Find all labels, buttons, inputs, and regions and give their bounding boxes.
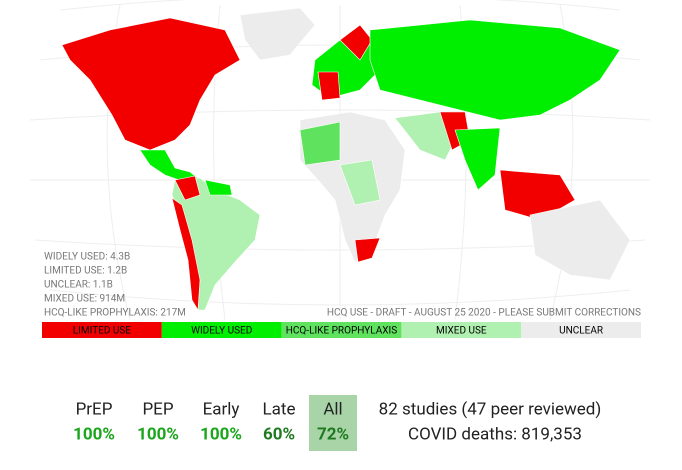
column-value: 72%	[317, 424, 349, 444]
legend-swatch	[521, 322, 641, 338]
column-value: 60%	[263, 424, 295, 444]
stat-line: MIXED USE: 914M	[44, 294, 125, 305]
stat-line: HCQ-LIKE PROPHYLAXIS: 217M	[44, 308, 186, 319]
legend-swatch	[401, 322, 522, 338]
legend-swatch	[42, 322, 162, 338]
stat-line: LIMITED USE: 1.2B	[44, 266, 127, 277]
column-label: Early	[203, 399, 240, 419]
legend-swatch	[161, 322, 282, 338]
legend-label: WIDELY USED	[191, 326, 252, 337]
column-label: PrEP	[76, 399, 113, 419]
covid-deaths: COVID deaths: 819,353	[408, 424, 582, 444]
legend-label: HCQ-LIKE PROPHYLAXIS	[286, 326, 397, 337]
legend-label: UNCLEAR	[559, 326, 603, 337]
column-value: 100%	[137, 424, 179, 444]
legend-label: MIXED USE	[436, 326, 487, 337]
stat-line: UNCLEAR: 1.1B	[44, 280, 113, 291]
summary: PrEP 100% PEP 100% Early 100% Late 60% All 72%	[73, 399, 349, 444]
column-label: PEP	[142, 399, 173, 419]
map-caption: HCQ USE - DRAFT - AUGUST 25 2020 - PLEAS…	[327, 308, 641, 319]
selected-column-highlight	[309, 395, 357, 451]
column-label: All	[323, 399, 342, 419]
legend-swatch	[281, 322, 402, 338]
column-label: Late	[263, 399, 296, 419]
countries	[61, 7, 631, 311]
stat-line: WIDELY USED: 4.3B	[44, 252, 130, 263]
studies-count: 82 studies (47 peer reviewed)	[379, 399, 602, 419]
legend-label: LIMITED USE	[73, 326, 132, 337]
legend: LIMITED USE WIDELY USED HCQ-LIKE PROPHYLAX…	[42, 322, 641, 338]
column-value: 100%	[200, 424, 242, 444]
column-value: 100%	[73, 424, 115, 444]
stats: WIDELY USED: 4.3B LIMITED USE: 1.2B UNCLEA…	[44, 252, 186, 319]
